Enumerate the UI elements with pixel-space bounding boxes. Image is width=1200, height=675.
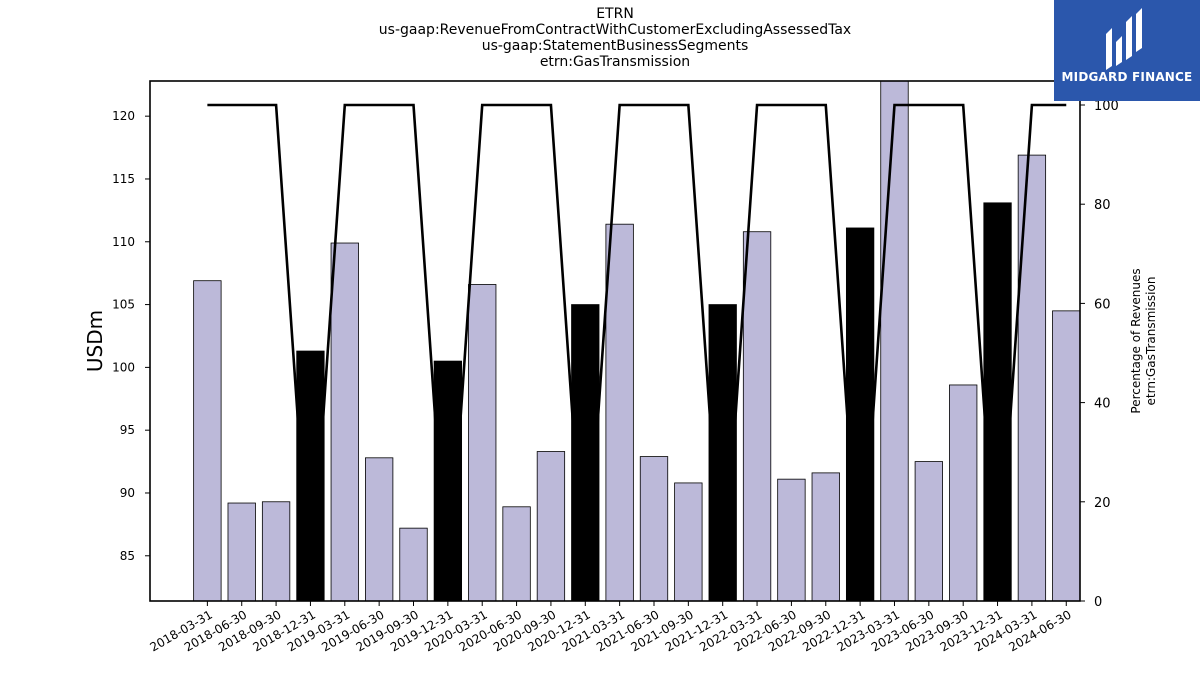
- y-tick-label-105: 105: [112, 298, 135, 312]
- y2-tick-label-20: 20: [1094, 496, 1111, 511]
- y2-tick-label-60: 60: [1094, 297, 1111, 312]
- y-tick-label-100: 100: [112, 360, 135, 374]
- bar-2020-03-31: [468, 284, 497, 602]
- bar-2019-09-30: [399, 527, 428, 602]
- y-tick-label-115: 115: [112, 172, 135, 186]
- bars-layer: [193, 80, 1081, 602]
- chart-title-member: etrn:GasTransmission: [539, 54, 691, 70]
- bar-2018-06-30: [227, 502, 256, 602]
- y2-axis-label-2: etrn:GasTransmission: [1144, 277, 1158, 406]
- logo-text: MIDGARD FINANCE: [1061, 70, 1193, 84]
- bar-2019-12-31: [433, 360, 463, 602]
- y-axis-label: USDm: [83, 310, 107, 372]
- y-tick-label-110: 110: [112, 235, 135, 249]
- bar-2019-06-30: [365, 457, 394, 602]
- midgard-finance-logo: MIDGARD FINANCE: [1054, 0, 1200, 101]
- y2-tick-label-80: 80: [1094, 198, 1111, 213]
- bar-2020-06-30: [502, 506, 531, 602]
- bar-2023-06-30: [914, 461, 943, 602]
- y-tick-label-120: 120: [112, 109, 135, 123]
- bar-2018-09-30: [261, 501, 291, 602]
- y2-tick-label-0: 0: [1094, 595, 1102, 610]
- bar-2019-03-31: [330, 242, 359, 602]
- midgard-logo-icon: [1106, 8, 1142, 70]
- y2-tick-label-100: 100: [1094, 99, 1119, 114]
- bar-2020-09-30: [536, 451, 566, 602]
- percentage-line-layer: [207, 103, 1067, 601]
- bar-2021-03-31: [605, 223, 634, 602]
- bar-2023-09-30: [949, 384, 978, 602]
- chart-title-block: ETRN us-gaap:RevenueFromContractWithCust…: [0, 6, 1200, 70]
- bar-2024-06-30: [1052, 310, 1081, 602]
- bar-2023-03-31: [880, 80, 909, 602]
- bar-2021-06-30: [639, 456, 669, 602]
- bar-2022-03-31: [742, 231, 772, 602]
- bar-2022-09-30: [811, 472, 840, 602]
- bar-2022-12-31: [845, 227, 875, 602]
- y-tick-label-95: 95: [120, 423, 135, 437]
- bar-2022-06-30: [777, 478, 806, 602]
- plot-frame: [149, 80, 1081, 602]
- chart-title-axis: us-gaap:StatementBusinessSegments: [481, 38, 749, 54]
- percentage-line: [207, 103, 1067, 601]
- bar-2018-03-31: [193, 280, 222, 602]
- chart-title-ticker: ETRN: [596, 6, 634, 22]
- chart-title-concept: us-gaap:RevenueFromContractWithCustomerE…: [378, 22, 852, 38]
- bar-2024-03-31: [1017, 154, 1047, 602]
- bar-2023-12-31: [983, 202, 1012, 602]
- y-tick-label-90: 90: [120, 486, 135, 500]
- bar-2021-09-30: [674, 482, 703, 602]
- y2-tick-label-40: 40: [1094, 397, 1111, 412]
- y-tick-label-85: 85: [120, 549, 135, 563]
- y2-axis-label-1: Percentage of Revenues: [1129, 268, 1143, 413]
